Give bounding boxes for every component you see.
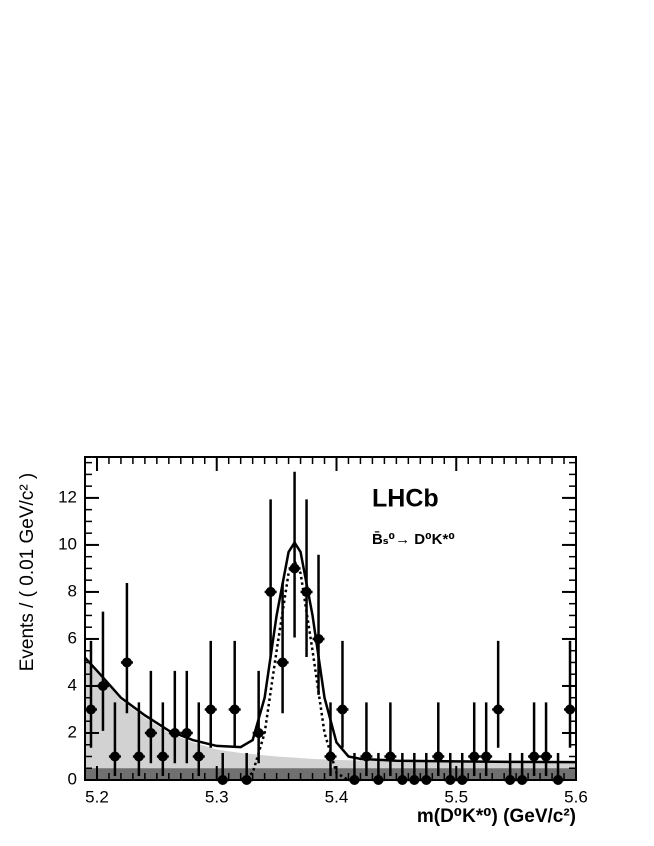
fit-curve xyxy=(85,540,576,764)
data-point xyxy=(97,680,108,691)
data-point xyxy=(121,657,132,668)
data-point xyxy=(169,727,180,738)
data-point xyxy=(289,563,300,574)
plot-frame xyxy=(84,456,577,781)
data-point xyxy=(433,751,444,762)
data-point xyxy=(361,751,372,762)
x-tick-label: 5.6 xyxy=(564,787,588,806)
x-tick-label: 5.5 xyxy=(444,787,468,806)
data-point xyxy=(157,751,168,762)
data-point xyxy=(313,633,324,644)
y-tick-label: 10 xyxy=(58,534,77,553)
y-tick-label: 6 xyxy=(68,628,77,647)
x-tick-label: 5.3 xyxy=(205,787,229,806)
data-point xyxy=(205,704,216,715)
data-point xyxy=(145,727,156,738)
axes: 0 2 4 6 8 10 12 5.2 5.3 5.4 5.5 5.6 xyxy=(58,456,588,806)
data-point xyxy=(541,751,552,762)
y-tick-label: 2 xyxy=(68,722,77,741)
fit-curve xyxy=(240,558,350,780)
data-point xyxy=(301,586,312,597)
data-point xyxy=(109,751,120,762)
experiment-label: LHCb xyxy=(372,485,439,513)
data-point xyxy=(481,751,492,762)
data-point xyxy=(493,704,504,715)
data-point xyxy=(181,727,192,738)
data-point xyxy=(229,704,240,715)
data-point xyxy=(529,751,540,762)
data-point xyxy=(265,586,276,597)
x-axis-label: m(D⁰K*⁰) (GeV/c²) xyxy=(417,806,576,827)
data-point xyxy=(133,751,144,762)
decay-label: B̄ₛ⁰→ D⁰K*⁰ xyxy=(372,530,455,548)
y-tick-label: 8 xyxy=(68,581,77,600)
data-point xyxy=(193,751,204,762)
data-point xyxy=(253,727,264,738)
background-area xyxy=(85,660,576,780)
data-point xyxy=(277,657,288,668)
data-point xyxy=(385,751,396,762)
y-tick-label: 4 xyxy=(68,675,77,694)
y-tick-label: 12 xyxy=(58,487,77,506)
x-tick-label: 5.4 xyxy=(325,787,349,806)
x-tick-label: 5.2 xyxy=(85,787,109,806)
data-point xyxy=(469,751,480,762)
y-tick-label: 0 xyxy=(68,769,77,788)
y-axis-label: Events / ( 0.01 GeV/c² ) xyxy=(17,473,38,672)
data-point xyxy=(337,704,348,715)
data-point xyxy=(325,751,336,762)
